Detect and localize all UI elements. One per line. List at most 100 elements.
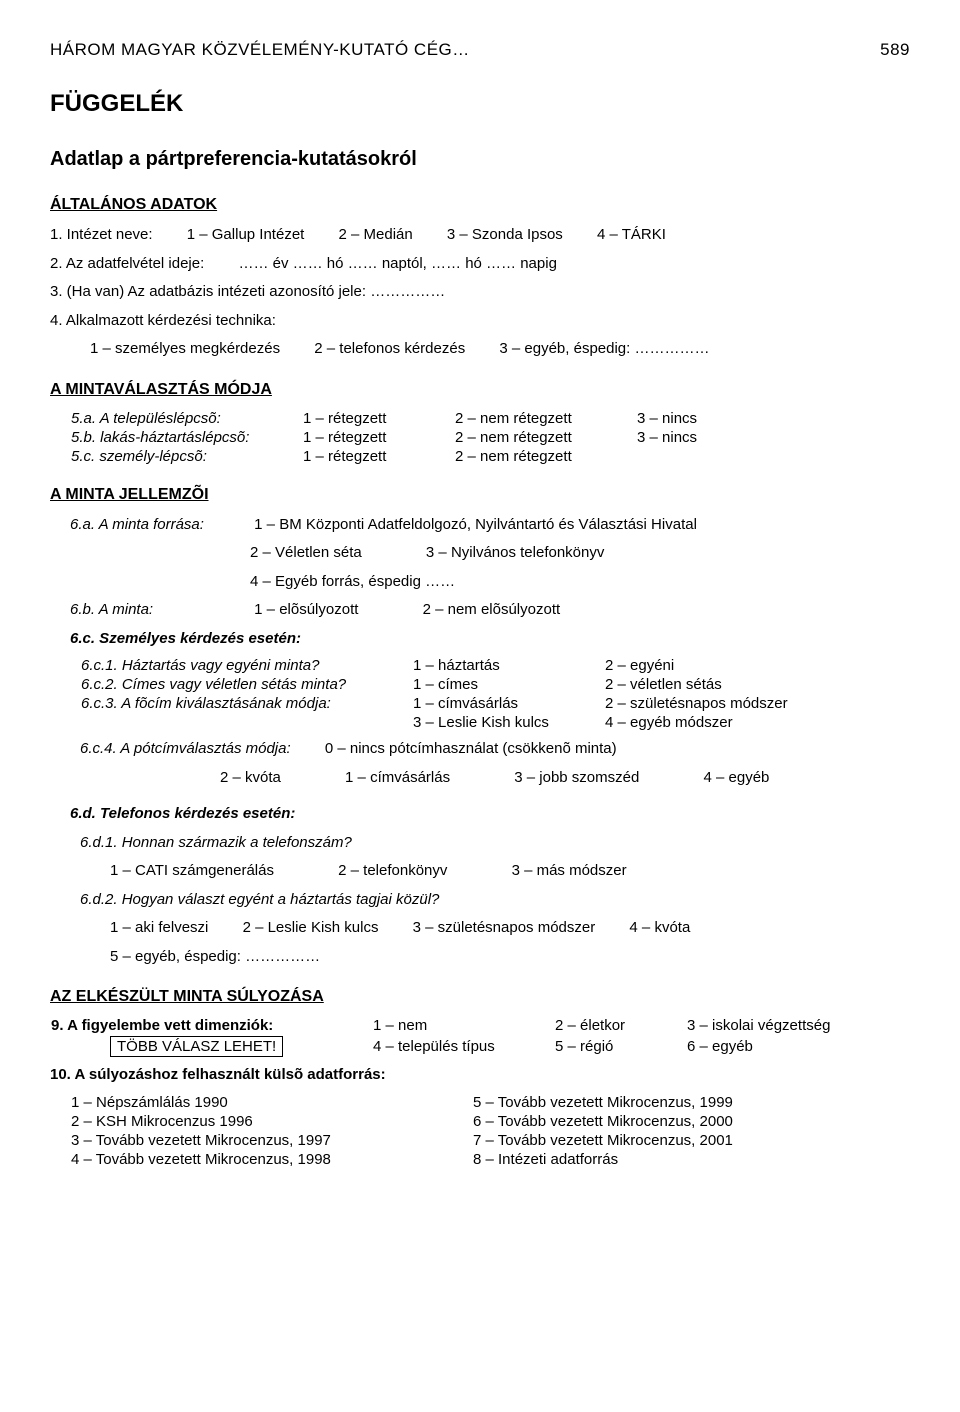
q3-row: 3. (Ha van) Az adatbázis intézeti azonos… bbox=[50, 281, 910, 304]
q10-l2: 2 – KSH Mikrocenzus 1996 bbox=[70, 1112, 472, 1131]
appendix-title: FÜGGELÉK bbox=[50, 90, 910, 118]
r5c-opt1: 1 – rétegzett bbox=[302, 447, 454, 466]
r5a-opt3: 3 – nincs bbox=[636, 409, 698, 428]
q6d-head: 6.d. Telefonos kérdezés esetén: bbox=[70, 803, 910, 826]
row-5c: 5.c. személy-lépcsõ: 1 – rétegzett 2 – n… bbox=[70, 447, 698, 466]
q6a-opt4: 4 – Egyéb forrás, éspedig …… bbox=[250, 573, 455, 590]
form-title: Adatlap a pártpreferencia-kutatásokról bbox=[50, 148, 910, 171]
q10-l1: 1 – Népszámlálás 1990 bbox=[70, 1093, 472, 1112]
q4-opt1: 1 – személyes megkérdezés bbox=[90, 340, 280, 357]
q6d1-opt1: 1 – CATI számgenerálás bbox=[110, 862, 274, 879]
sampling-table: 5.a. A településlépcsõ: 1 – rétegzett 2 … bbox=[70, 409, 698, 466]
q4-opts: 1 – személyes megkérdezés 2 – telefonos … bbox=[90, 338, 910, 361]
q6b-label: 6.b. A minta: bbox=[70, 599, 250, 622]
q9-label: 9. A figyelembe vett dimenziók: bbox=[50, 1016, 372, 1035]
q6a-opt3: 3 – Nyilvános telefonkönyv bbox=[426, 544, 604, 561]
r5b-label: 5.b. lakás-háztartáslépcsõ: bbox=[70, 428, 302, 447]
q6d1-label: 6.d.1. Honnan származik a telefonszám? bbox=[80, 832, 910, 855]
page-header: HÁROM MAGYAR KÖZVÉLEMÉNY-KUTATÓ CÉG… 589 bbox=[50, 40, 910, 60]
q6c4-row1: 6.c.4. A pótcímválasztás módja: 0 – ninc… bbox=[80, 738, 910, 761]
running-title: HÁROM MAGYAR KÖZVÉLEMÉNY-KUTATÓ CÉG… bbox=[50, 40, 470, 60]
q6c4-opt4: 4 – egyéb bbox=[704, 769, 770, 786]
q3-text: …………… bbox=[370, 283, 445, 300]
q6c2-label: 6.c.2. Címes vagy véletlen sétás minta? bbox=[80, 675, 412, 694]
q4-opt2: 2 – telefonos kérdezés bbox=[314, 340, 465, 357]
r5a-opt2: 2 – nem rétegzett bbox=[454, 409, 636, 428]
q1-label: 1. Intézet neve: bbox=[50, 226, 153, 243]
q10-r1: 5 – Tovább vezetett Mikrocenzus, 1999 bbox=[472, 1093, 734, 1112]
r5c-label: 5.c. személy-lépcsõ: bbox=[70, 447, 302, 466]
q6a-label: 6.a. A minta forrása: bbox=[70, 514, 250, 537]
q10-l3: 3 – Tovább vezetett Mikrocenzus, 1997 bbox=[70, 1131, 472, 1150]
r5a-opt1: 1 – rétegzett bbox=[302, 409, 454, 428]
q10-l4: 4 – Tovább vezetett Mikrocenzus, 1998 bbox=[70, 1150, 472, 1169]
q6c4-label: 6.c.4. A pótcímválasztás módja: bbox=[80, 740, 291, 757]
q6b-opt1: 1 – elõsúlyozott bbox=[254, 601, 358, 618]
q6c4-row2: 2 – kvóta 1 – címvásárlás 3 – jobb szoms… bbox=[220, 767, 910, 790]
q10-table: 1 – Népszámlálás 1990 5 – Tovább vezetet… bbox=[70, 1093, 734, 1169]
q6d2-label: 6.d.2. Hogyan választ egyént a háztartás… bbox=[80, 889, 910, 912]
q6c4-opt1: 1 – címvásárlás bbox=[345, 769, 450, 786]
q10-r4: 8 – Intézeti adatforrás bbox=[472, 1150, 734, 1169]
q6c3-opt3: 3 – Leslie Kish kulcs bbox=[412, 713, 604, 732]
q2-row: 2. Az adatfelvétel ideje: …… év …… hó ……… bbox=[50, 253, 910, 276]
q6c4-opt2: 2 – kvóta bbox=[220, 769, 281, 786]
r5b-opt1: 1 – rétegzett bbox=[302, 428, 454, 447]
multi-answer-note: TÖBB VÁLASZ LEHET! bbox=[110, 1036, 283, 1057]
r5b-opt2: 2 – nem rétegzett bbox=[454, 428, 636, 447]
q10-r2: 6 – Tovább vezetett Mikrocenzus, 2000 bbox=[472, 1112, 734, 1131]
q6c2-opt2: 2 – véletlen sétás bbox=[604, 675, 789, 694]
q6a-row2: 2 – Véletlen séta 3 – Nyilvános telefonk… bbox=[250, 542, 910, 565]
q6b-opt2: 2 – nem elõsúlyozott bbox=[423, 601, 561, 618]
q6c-head: 6.c. Személyes kérdezés esetén: bbox=[70, 628, 910, 651]
page-number: 589 bbox=[880, 40, 910, 60]
q6c-table: 6.c.1. Háztartás vagy egyéni minta? 1 – … bbox=[80, 656, 789, 732]
q9-opt1: 1 – nem bbox=[372, 1016, 554, 1035]
q3-label: 3. (Ha van) Az adatbázis intézeti azonos… bbox=[50, 283, 366, 300]
q6c4-opt0: 0 – nincs pótcímhasználat (csökkenõ mint… bbox=[325, 740, 617, 757]
q6d2-opt4: 4 – kvóta bbox=[629, 919, 690, 936]
q4-label: 4. Alkalmazott kérdezési technika: bbox=[50, 310, 910, 333]
row-5a: 5.a. A településlépcsõ: 1 – rétegzett 2 … bbox=[70, 409, 698, 428]
q6d2-opt3: 3 – születésnapos módszer bbox=[413, 919, 596, 936]
q9-opt2: 2 – életkor bbox=[554, 1016, 686, 1035]
q1-opt4: 4 – TÁRKI bbox=[597, 226, 666, 243]
r5b-opt3: 3 – nincs bbox=[636, 428, 698, 447]
q6c1-opt1: 1 – háztartás bbox=[412, 656, 604, 675]
q9-opt4: 4 – település típus bbox=[372, 1035, 554, 1058]
q4-opt3: 3 – egyéb, éspedig: …………… bbox=[499, 340, 709, 357]
q6d2-opt5: 5 – egyéb, éspedig: …………… bbox=[110, 946, 910, 969]
q1-opt2: 2 – Medián bbox=[339, 226, 413, 243]
q9-opt5: 5 – régió bbox=[554, 1035, 686, 1058]
q1-opt1: 1 – Gallup Intézet bbox=[187, 226, 305, 243]
q6d2-opts: 1 – aki felveszi 2 – Leslie Kish kulcs 3… bbox=[110, 917, 910, 940]
q6c2-opt1: 1 – címes bbox=[412, 675, 604, 694]
q9-opt6: 6 – egyéb bbox=[686, 1035, 831, 1058]
r5c-opt2: 2 – nem rétegzett bbox=[454, 447, 636, 466]
q6a-opt2: 2 – Véletlen séta bbox=[250, 544, 362, 561]
r5a-label: 5.a. A településlépcsõ: bbox=[70, 409, 302, 428]
q6c4-opt3: 3 – jobb szomszéd bbox=[514, 769, 639, 786]
row-5b: 5.b. lakás-háztartáslépcsõ: 1 – rétegzet… bbox=[70, 428, 698, 447]
q9-opt3: 3 – iskolai végzettség bbox=[686, 1016, 831, 1035]
q6c1-label: 6.c.1. Háztartás vagy egyéni minta? bbox=[80, 656, 412, 675]
q6c3-opt4: 4 – egyéb módszer bbox=[604, 713, 789, 732]
q6a-row3: 4 – Egyéb forrás, éspedig …… bbox=[250, 571, 910, 594]
q6c1-opt2: 2 – egyéni bbox=[604, 656, 789, 675]
q6b-row: 6.b. A minta: 1 – elõsúlyozott 2 – nem e… bbox=[70, 599, 910, 622]
q6a-row: 6.a. A minta forrása: 1 – BM Központi Ad… bbox=[70, 514, 910, 537]
q2-text: …… év …… hó …… naptól, …… hó …… napig bbox=[238, 255, 556, 272]
q2-label: 2. Az adatfelvétel ideje: bbox=[50, 255, 204, 272]
q9-table: 9. A figyelembe vett dimenziók: 1 – nem … bbox=[50, 1016, 831, 1058]
section-sampling: A MINTAVÁLASZTÁS MÓDJA bbox=[50, 381, 910, 399]
q6d1-opt3: 3 – más módszer bbox=[512, 862, 627, 879]
q6d2-opt1: 1 – aki felveszi bbox=[110, 919, 208, 936]
q6d2-opt2: 2 – Leslie Kish kulcs bbox=[243, 919, 379, 936]
section-features: A MINTA JELLEMZÕI bbox=[50, 486, 910, 504]
q6d1-opt2: 2 – telefonkönyv bbox=[338, 862, 447, 879]
q10-r3: 7 – Tovább vezetett Mikrocenzus, 2001 bbox=[472, 1131, 734, 1150]
q1-row: 1. Intézet neve: 1 – Gallup Intézet 2 – … bbox=[50, 224, 910, 247]
q6a-opt1: 1 – BM Központi Adatfeldolgozó, Nyilvánt… bbox=[254, 516, 697, 533]
q6d1-opts: 1 – CATI számgenerálás 2 – telefonkönyv … bbox=[110, 860, 910, 883]
q6c3-opt1: 1 – címvásárlás bbox=[412, 694, 604, 713]
